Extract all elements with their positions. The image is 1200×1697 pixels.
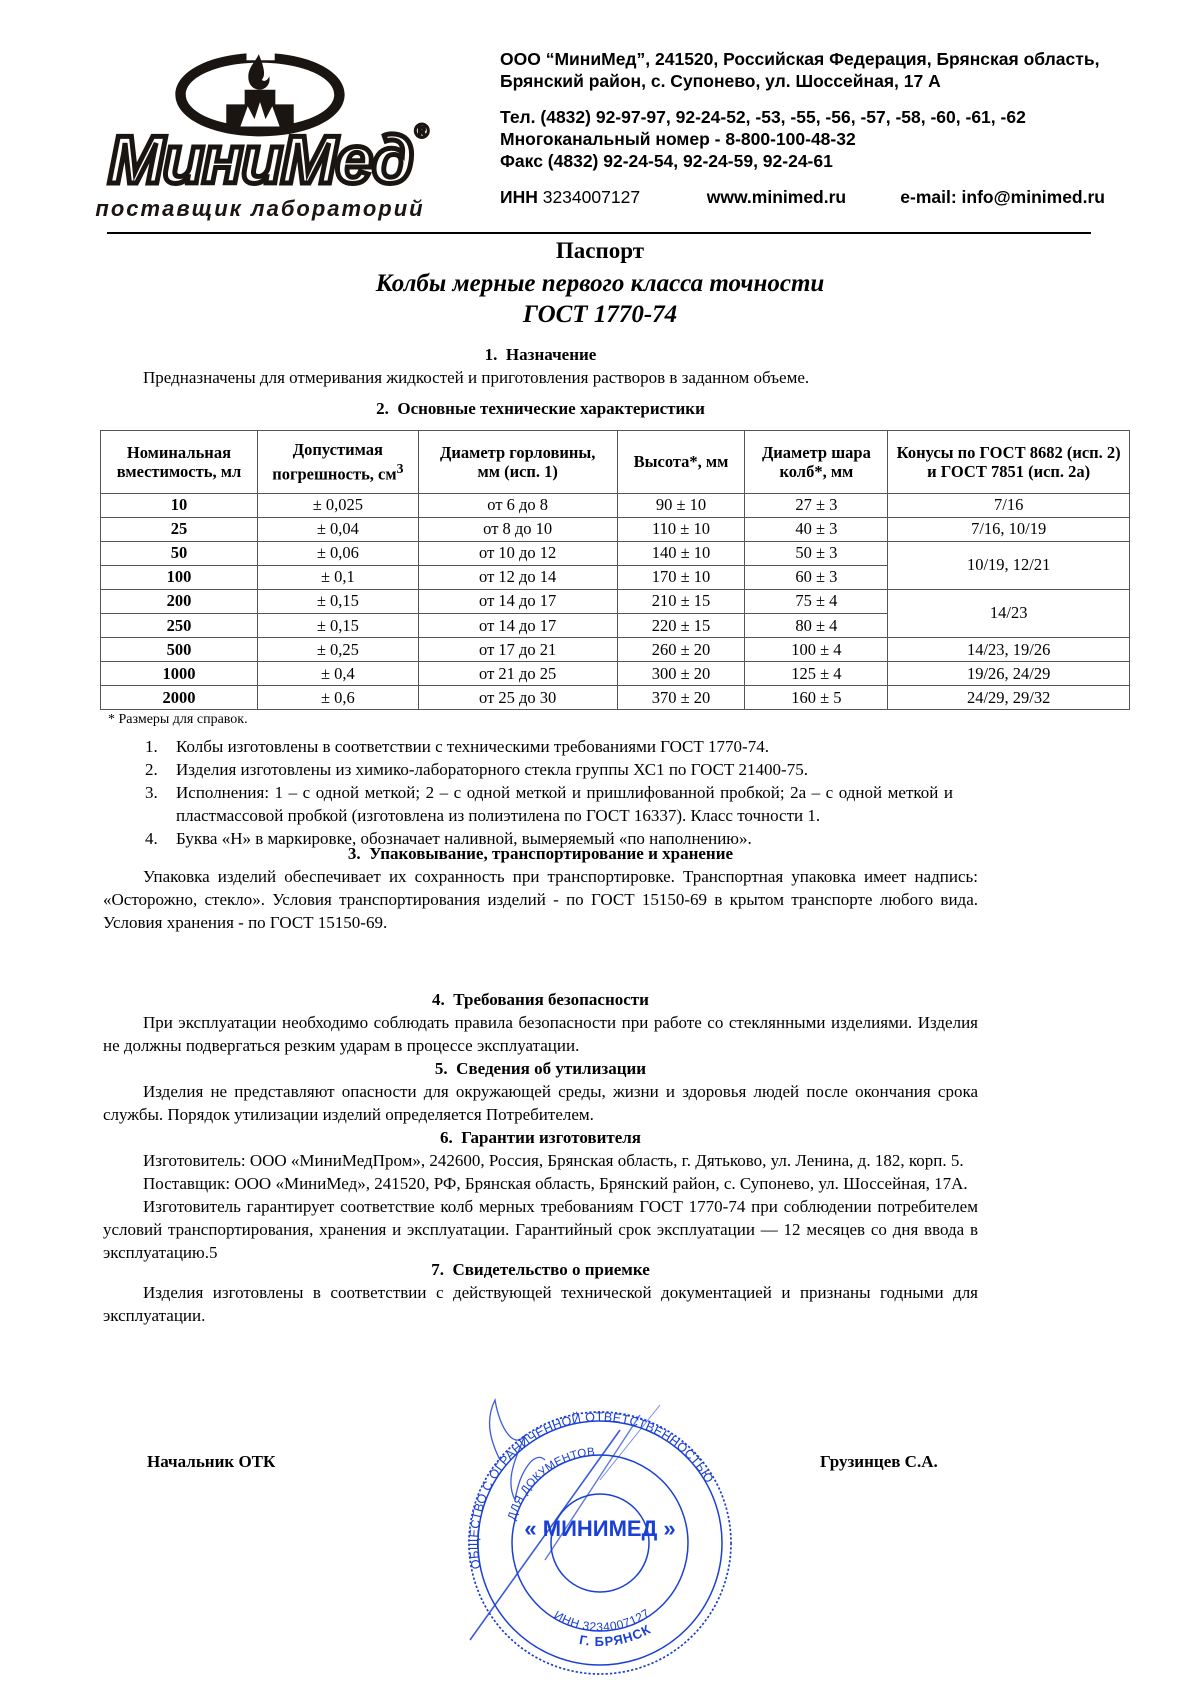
svg-text:ОБЩЕСТВО С ОГРАНИЧЕННОЙ ОТВЕТС: ОБЩЕСТВО С ОГРАНИЧЕННОЙ ОТВЕТСТВЕННОСТЬЮ [467,1410,716,1570]
svg-text:« МИНИМЕД »: « МИНИМЕД » [524,1516,675,1541]
svg-text:∗: ∗ [0,0,6,4]
svg-text:∗: ∗ [0,0,6,4]
svg-text:ИНН 3234007127: ИНН 3234007127 [552,1606,653,1634]
svg-text:ДЛЯ ДОКУМЕНТОВ: ДЛЯ ДОКУМЕНТОВ [506,1446,595,1522]
svg-text:Г. БРЯНСК: Г. БРЯНСК [578,1621,653,1649]
